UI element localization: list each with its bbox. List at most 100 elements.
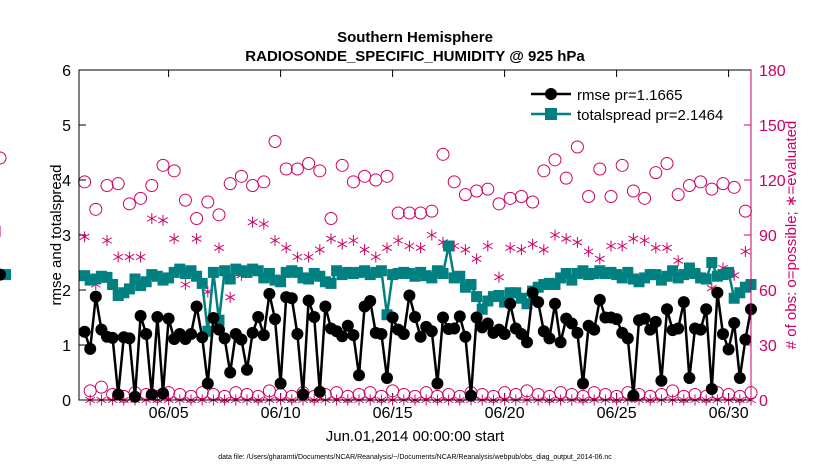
totalspread-point (465, 279, 477, 290)
possible-point (492, 197, 506, 211)
totalspread-point (683, 262, 695, 274)
rmse-point (448, 322, 461, 335)
evaluated-point (673, 255, 684, 267)
totalspread-point (403, 268, 415, 279)
evaluated-point (157, 214, 169, 226)
totalspread-point (667, 265, 679, 277)
possible-point (503, 191, 517, 205)
evaluated-point (493, 271, 505, 283)
totalspread-point (443, 240, 455, 252)
rmse-point (134, 309, 147, 322)
y2-tick-label-4: 120 (759, 173, 786, 190)
totalspread-point (454, 270, 466, 282)
totalspread-point (336, 269, 348, 281)
totalspread-point (202, 325, 214, 337)
rmse-point (532, 296, 545, 309)
rmse-point (504, 297, 517, 310)
totalspread-point (471, 291, 483, 303)
totalspread-point (213, 314, 225, 326)
totalspread-point (594, 265, 606, 277)
evaluated-point (549, 229, 561, 241)
totalspread-point (476, 303, 488, 315)
possible-point (391, 206, 405, 220)
totalspread-point (252, 265, 264, 277)
totalspread-point (566, 274, 578, 286)
possible-point (290, 162, 304, 176)
evaluated-point (628, 233, 639, 245)
rmse-point (437, 311, 449, 324)
rmse-point (207, 312, 220, 325)
legend-box (525, 80, 735, 128)
possible-point (649, 166, 663, 180)
rmse-point (554, 336, 567, 349)
totalspread-point (426, 272, 438, 284)
totalspread-point (196, 277, 208, 289)
rmse-point (425, 325, 438, 338)
rmse-point (672, 322, 685, 335)
evaluated-point (325, 233, 337, 245)
totalspread-point (95, 270, 107, 282)
totalspread-point (560, 268, 572, 279)
totalspread-point (291, 266, 303, 278)
totalspread-point (168, 266, 180, 278)
possible-point (694, 175, 708, 189)
evaluated-point (617, 240, 628, 252)
totalspread-point (297, 272, 309, 284)
evaluated-point (471, 253, 482, 265)
evaluated-point (594, 253, 605, 265)
rmse-point (297, 388, 309, 401)
rmse-point (543, 332, 556, 345)
rmse-point (319, 300, 332, 313)
possible-point (548, 153, 562, 167)
rmse-point (470, 311, 483, 324)
possible-point (671, 188, 685, 202)
totalspread-point (151, 270, 163, 282)
evaluated-point (404, 240, 415, 252)
rmse-point (196, 331, 209, 344)
rmse-point (627, 389, 640, 402)
totalspread-point (661, 270, 673, 282)
evaluated-point (292, 251, 303, 263)
totalspread-point (504, 287, 516, 299)
rmse-point (649, 315, 662, 328)
totalspread-point (129, 273, 141, 285)
totalspread-point (174, 263, 186, 275)
possible-point (234, 169, 248, 183)
totalspread-point (655, 274, 667, 286)
rmse-point (453, 310, 466, 323)
rmse-point (353, 369, 365, 382)
evaluated-point (281, 242, 292, 254)
evaluated-point (460, 244, 471, 256)
rmse-point (700, 303, 713, 316)
totalspread-point (739, 281, 751, 293)
totalspread-point (387, 269, 399, 281)
rmse-point (235, 333, 248, 346)
totalspread-point (398, 266, 410, 278)
totalspread-point (146, 269, 158, 281)
rmse-point (588, 323, 601, 336)
y-tick-label-0: 0 (62, 393, 71, 410)
totalspread-point (728, 292, 740, 304)
rmse-point (185, 328, 197, 340)
possible-point (201, 195, 215, 209)
rmse-point (498, 328, 511, 340)
possible-point (414, 206, 428, 220)
rmse-point (241, 363, 253, 376)
rmse-point (291, 328, 304, 340)
possible-point (604, 190, 618, 203)
totalspread-point (157, 274, 169, 286)
totalspread-point (280, 266, 292, 278)
rmse-point (0, 268, 6, 281)
evaluated-point (303, 251, 314, 263)
totalspread-point (191, 270, 203, 282)
totalspread-point (79, 270, 91, 282)
rmse-point (521, 336, 533, 349)
rmse-point (728, 317, 741, 329)
totalspread-point (258, 272, 270, 284)
evaluated-point (225, 291, 236, 303)
totalspread-point (101, 271, 113, 283)
totalspread-point (90, 273, 102, 285)
totalspread-point (140, 276, 152, 288)
totalspread-point (521, 298, 533, 310)
